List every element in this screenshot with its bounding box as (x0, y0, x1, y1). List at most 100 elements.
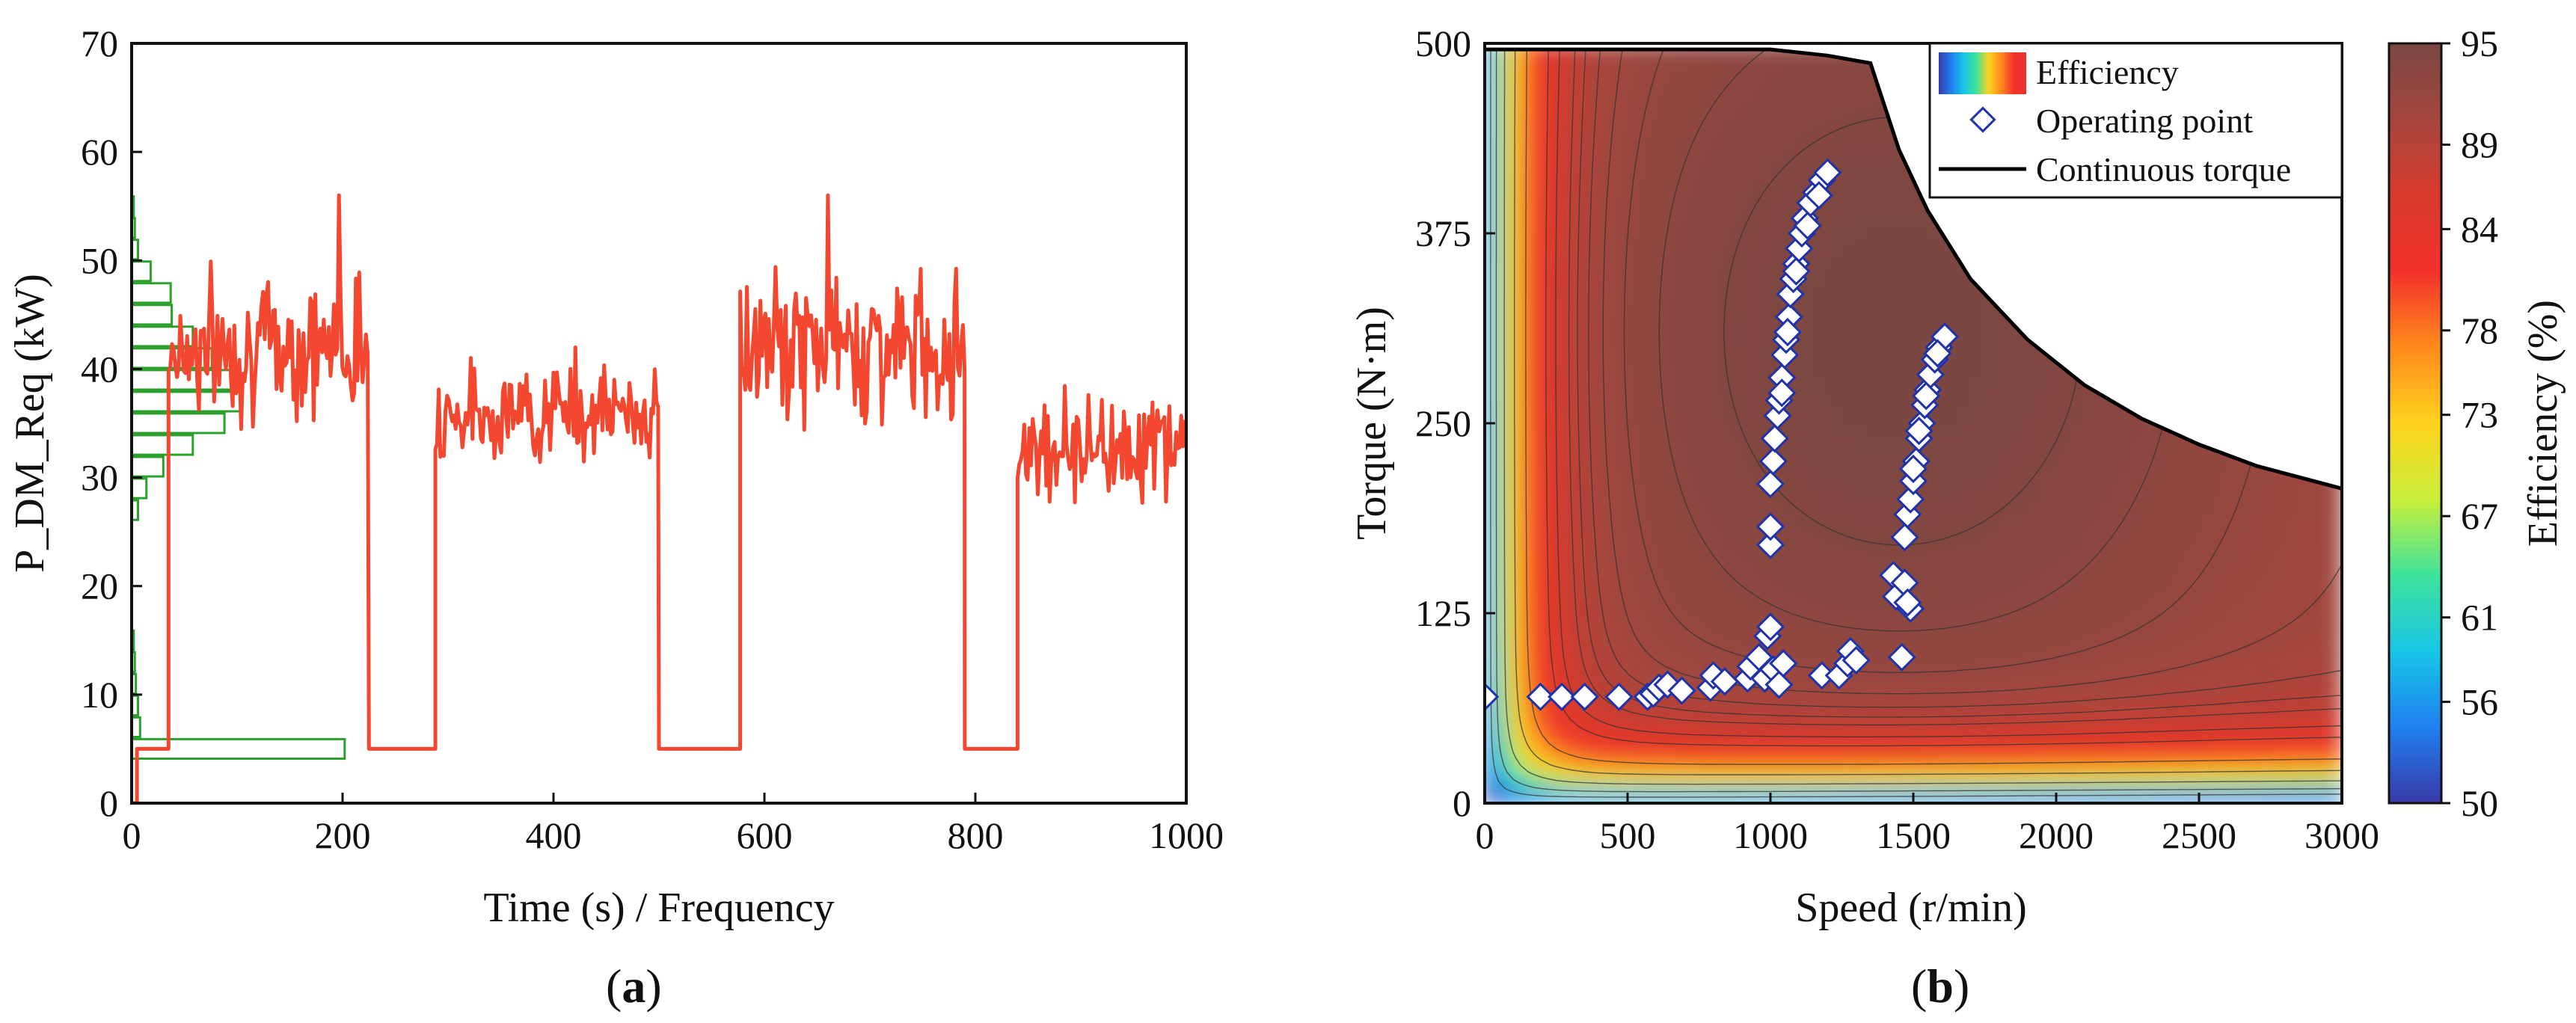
x-tick-label-a: 200 (315, 814, 371, 856)
contour-line (1503, 49, 2342, 785)
efficiency-cell (1784, 164, 1800, 181)
efficiency-cell (2141, 513, 2157, 531)
efficiency-cell (2141, 650, 2157, 668)
efficiency-cell (1698, 787, 1714, 803)
efficiency-cell (1512, 726, 1529, 743)
efficiency-cell (1684, 559, 1700, 577)
efficiency-cell (1627, 255, 1643, 272)
efficiency-cell (2241, 604, 2257, 622)
efficiency-cell (1583, 772, 1600, 789)
efficiency-cell (1913, 544, 1929, 561)
efficiency-cell (1798, 695, 1815, 713)
efficiency-cell (1541, 301, 1557, 318)
efficiency-cell (1569, 635, 1586, 652)
efficiency-cell (1698, 255, 1714, 272)
efficiency-cell (1927, 270, 1943, 288)
efficiency-cell (1941, 787, 1957, 803)
efficiency-cell (1698, 574, 1714, 592)
efficiency-cell (1698, 407, 1714, 424)
x-tick-label-b: 2500 (2162, 814, 2236, 856)
efficiency-cell (1641, 741, 1657, 758)
efficiency-cell (1784, 726, 1800, 743)
y-tick-label-a: 40 (81, 348, 118, 390)
efficiency-cell (1755, 559, 1771, 577)
efficiency-cell (1741, 392, 1757, 409)
efficiency-cell (1998, 635, 2014, 652)
efficiency-cell (1655, 49, 1672, 60)
efficiency-cell (2098, 423, 2115, 440)
efficiency-cell (1485, 483, 1500, 500)
efficiency-cell (2312, 787, 2328, 803)
efficiency-cell (1755, 407, 1771, 424)
efficiency-cell (1555, 224, 1571, 242)
efficiency-cell (1841, 407, 1857, 424)
efficiency-cell (1855, 407, 1871, 424)
efficiency-cell (1855, 513, 1871, 531)
efficiency-cell (1969, 423, 1986, 440)
efficiency-cell (1855, 529, 1871, 546)
efficiency-cell (1527, 620, 1543, 637)
efficiency-cell (1913, 316, 1929, 334)
efficiency-cell (1541, 772, 1557, 789)
efficiency-cell (1927, 589, 1943, 606)
efficiency-cell (2255, 757, 2272, 774)
efficiency-cell (1812, 73, 1829, 90)
efficiency-cell (2183, 741, 2200, 758)
efficiency-cell (1612, 574, 1628, 592)
efficiency-cell (1941, 559, 1957, 577)
efficiency-cell (2040, 741, 2057, 758)
y-tick-label-a: 70 (81, 22, 118, 64)
efficiency-cell (2098, 468, 2115, 485)
colorbar-tick-label: 78 (2461, 310, 2498, 351)
efficiency-cell (1827, 316, 1843, 334)
efficiency-cell (1855, 240, 1871, 257)
efficiency-cell (2298, 620, 2314, 637)
efficiency-cell (1969, 316, 1986, 334)
efficiency-cell (1512, 346, 1529, 363)
efficiency-cell (2198, 559, 2215, 577)
efficiency-cell (1855, 301, 1871, 318)
efficiency-cell (2040, 559, 2057, 577)
efficiency-cell (1841, 164, 1857, 181)
efficiency-cell (1712, 468, 1729, 485)
efficiency-cell (1583, 711, 1600, 728)
efficiency-cell (1726, 787, 1743, 803)
efficiency-cell (2183, 452, 2200, 470)
operating-point-marker (1912, 381, 1941, 411)
efficiency-cell (1669, 513, 1686, 531)
efficiency-cell (2326, 620, 2342, 637)
efficiency-cell (1955, 787, 1972, 803)
efficiency-cell (1998, 757, 2014, 774)
efficiency-cell (1512, 331, 1529, 348)
efficiency-cell (2241, 666, 2257, 683)
efficiency-cell (1712, 118, 1729, 135)
efficiency-cell (2326, 635, 2342, 652)
efficiency-cell (1755, 133, 1771, 151)
efficiency-cell (1998, 574, 2014, 592)
efficiency-cell (1598, 574, 1614, 592)
efficiency-cell (2040, 361, 2057, 378)
efficiency-cell (1784, 711, 1800, 728)
efficiency-cell (1569, 437, 1586, 455)
efficiency-cell (1612, 346, 1628, 363)
efficiency-cell (1641, 49, 1657, 60)
efficiency-cell (2126, 666, 2143, 683)
efficiency-cell (2012, 346, 2028, 363)
efficiency-cell (1812, 741, 1829, 758)
efficiency-cell (2026, 392, 2043, 409)
efficiency-cell (2183, 666, 2200, 683)
efficiency-cell (1855, 392, 1871, 409)
efficiency-cell (2126, 681, 2143, 698)
efficiency-cell (2055, 620, 2072, 637)
efficiency-cell (1612, 452, 1628, 470)
efficiency-cell (2298, 681, 2314, 698)
efficiency-cell (1684, 452, 1700, 470)
efficiency-cell (1984, 529, 2000, 546)
efficiency-cell (1583, 589, 1600, 606)
y-tick-label-b: 125 (1415, 592, 1471, 634)
efficiency-cell (1883, 392, 1900, 409)
efficiency-cell (1541, 650, 1557, 668)
efficiency-cell (1784, 58, 1800, 75)
efficiency-cell (2055, 452, 2072, 470)
efficiency-cell (2026, 437, 2043, 455)
